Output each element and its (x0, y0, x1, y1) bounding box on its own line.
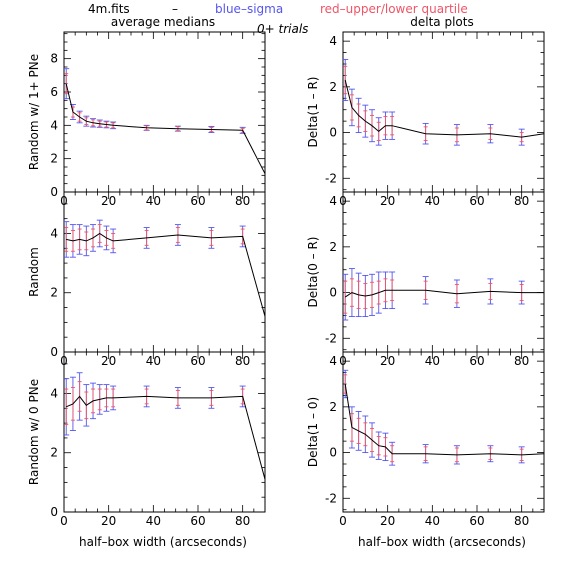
x-tick-label: 40 (425, 194, 440, 208)
y-tick-label: 0 (50, 505, 58, 519)
y-tick-label: -2 (325, 331, 337, 345)
x-tick-label: 40 (146, 514, 161, 528)
x-tick-label: 60 (469, 194, 484, 208)
x-tick-label: 60 (469, 354, 484, 368)
median-line (344, 79, 545, 138)
x-tick-label: 40 (425, 354, 440, 368)
y-tick-label: 0 (329, 126, 337, 140)
y-tick-label: 0 (50, 345, 58, 359)
y-tick-label: 4 (50, 118, 58, 132)
plot-frame (342, 191, 545, 353)
y-tick-label: 0 (329, 286, 337, 300)
x-tick-label: 20 (101, 354, 116, 368)
panel-5: 0 20 40 60 80 0 2 4 Random w/ 0 PNe (27, 351, 266, 528)
y-tick-label: 2 (329, 400, 337, 414)
y-tick-label: 2 (50, 152, 58, 166)
y-axis-label: Delta(0 – R) (306, 237, 320, 308)
y-tick-label: 2 (50, 286, 58, 300)
x-tick-label: 60 (190, 194, 205, 208)
y-axis-label: Random w/ 0 PNe (27, 379, 41, 485)
x-tick-label: 40 (146, 194, 161, 208)
x-tick-label: 80 (514, 194, 529, 208)
x-tick-label: 20 (380, 514, 395, 528)
median-line (344, 289, 544, 298)
median-line (65, 83, 266, 174)
y-axis-label: Random w/ 1+ PNe (27, 54, 41, 170)
y-axis-label: Random (27, 247, 41, 297)
y-axis-label: Delta(1 – 0) (306, 397, 320, 467)
y-tick-label: 8 (50, 52, 58, 66)
x-tick-label: 20 (101, 194, 116, 208)
x-tick-label: 0 (339, 514, 347, 528)
x-tick-label: 80 (235, 514, 250, 528)
x-tick-label: 80 (514, 354, 529, 368)
y-tick-label: 2 (329, 240, 337, 254)
y-tick-label: 0 (329, 446, 337, 460)
x-tick-label: 40 (425, 514, 440, 528)
x-tick-label: 20 (380, 194, 395, 208)
y-tick-label: -2 (325, 171, 337, 185)
blue-legend-label: blue–sigma (215, 2, 283, 16)
x-tick-label: 80 (514, 514, 529, 528)
y-axis-label: Delta(1 – R) (306, 77, 320, 148)
y-tick-label: 4 (329, 354, 337, 368)
x-tick-label: 80 (235, 354, 250, 368)
median-line (66, 395, 266, 480)
plot-frame (342, 351, 545, 513)
right-column-title: delta plots (410, 15, 473, 29)
y-tick-label: 2 (329, 80, 337, 94)
plot-frame (63, 31, 266, 193)
plot-frame (342, 31, 545, 193)
x-tick-label: 60 (469, 514, 484, 528)
y-tick-label: 2 (50, 446, 58, 460)
x-tick-label: 0 (60, 514, 68, 528)
x-tick-label: 20 (101, 514, 116, 528)
y-tick-label: 0 (50, 185, 58, 199)
y-tick-label: 4 (329, 194, 337, 208)
file-label: 4m.fits (88, 2, 130, 16)
x-tick-label: 20 (380, 354, 395, 368)
trials-label: 0+ trials (257, 22, 308, 36)
left-column-title: average medians (111, 15, 215, 29)
x-tick-label: 40 (146, 354, 161, 368)
y-tick-label: 4 (50, 386, 58, 400)
left-xlabel: half–box width (arcseconds) (79, 535, 247, 549)
x-tick-label: 60 (190, 514, 205, 528)
y-tick-label: 6 (50, 85, 58, 99)
right-xlabel: half–box width (arcseconds) (358, 535, 526, 549)
y-tick-label: -2 (325, 491, 337, 505)
x-tick-label: 60 (190, 354, 205, 368)
red-legend-label: red–upper/lower quartile (320, 2, 468, 16)
header-dash: – (172, 2, 178, 16)
x-tick-label: 80 (235, 194, 250, 208)
median-line (66, 232, 266, 317)
plot-frame (63, 351, 266, 513)
y-tick-label: 4 (329, 34, 337, 48)
y-tick-label: 4 (50, 226, 58, 240)
median-line (344, 383, 545, 456)
plot-frame (63, 191, 266, 353)
